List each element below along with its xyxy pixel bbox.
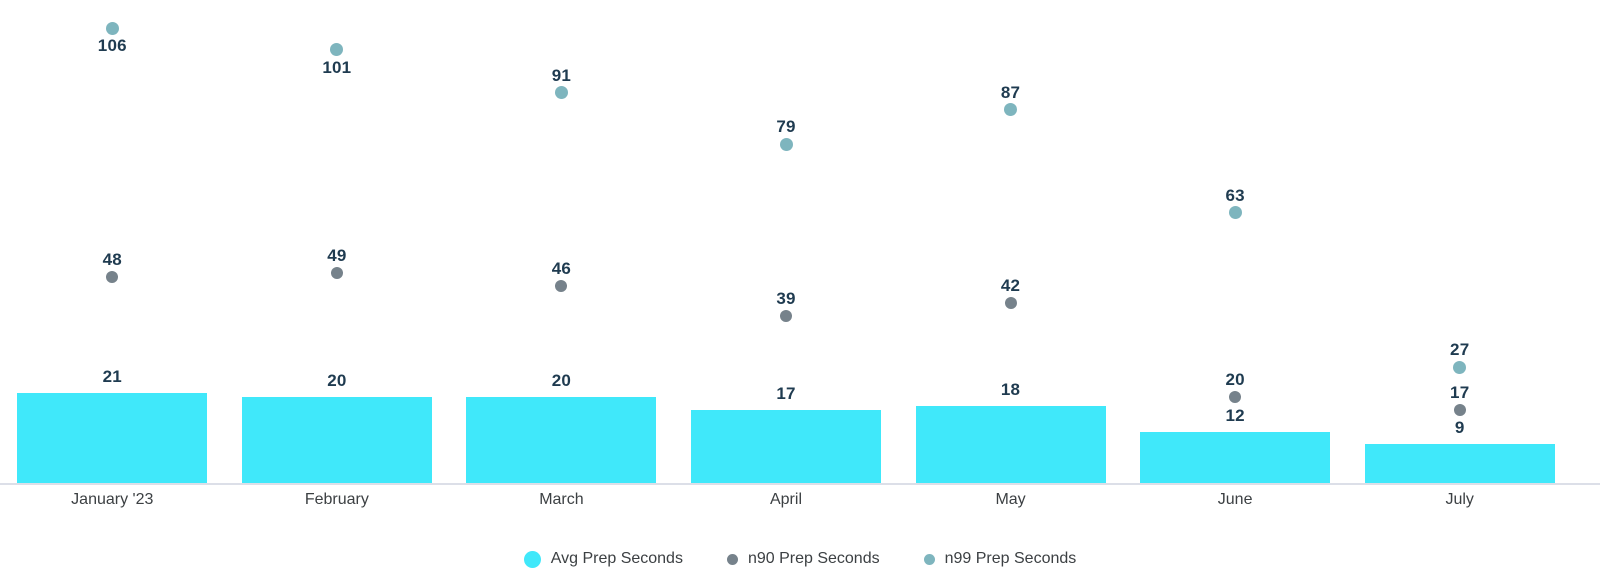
avg-prep-seconds-bar[interactable] bbox=[1140, 431, 1331, 483]
avg-prep-seconds-bar[interactable] bbox=[17, 392, 208, 483]
avg-prep-seconds-bar[interactable] bbox=[1364, 444, 1555, 483]
n90-prep-seconds-point[interactable] bbox=[1453, 404, 1466, 417]
avg-prep-seconds-bar[interactable] bbox=[241, 397, 432, 483]
x-axis-label: July bbox=[1445, 491, 1474, 508]
n90-value-label: 42 bbox=[1000, 275, 1021, 295]
n99-prep-seconds-point[interactable] bbox=[330, 43, 344, 57]
legend-label-avg-prep-seconds: Avg Prep Seconds bbox=[550, 550, 683, 567]
n90-value-label: 48 bbox=[102, 250, 122, 270]
legend-label-n99-prep-seconds: n99 Prep Seconds bbox=[944, 550, 1077, 567]
n99-prep-seconds-point[interactable] bbox=[779, 137, 793, 151]
n90-value-label: 20 bbox=[1225, 370, 1245, 390]
n99-value-label: 101 bbox=[322, 57, 352, 77]
n90-value-label: 39 bbox=[776, 288, 796, 308]
n90-value-label: 17 bbox=[1450, 383, 1470, 403]
bar-value-label: 9 bbox=[1454, 418, 1465, 438]
n99-value-label: 27 bbox=[1450, 340, 1470, 360]
n90-value-label: 46 bbox=[551, 258, 572, 278]
n99-prep-seconds-point[interactable] bbox=[1004, 103, 1018, 117]
x-axis-label: February bbox=[304, 491, 369, 508]
x-axis-label: May bbox=[995, 491, 1026, 508]
n90-prep-seconds-point[interactable] bbox=[330, 266, 343, 279]
n99-value-label: 63 bbox=[1225, 185, 1245, 205]
n99-prep-seconds-marker-icon bbox=[923, 553, 935, 565]
n99-prep-seconds-point[interactable] bbox=[554, 86, 568, 100]
legend-label-n90-prep-seconds: n90 Prep Seconds bbox=[747, 550, 880, 567]
avg-prep-seconds-marker-icon bbox=[523, 550, 541, 568]
n90-prep-seconds-point[interactable] bbox=[780, 309, 792, 322]
avg-prep-seconds-bar[interactable] bbox=[691, 410, 881, 483]
legend-item-avg-prep-seconds[interactable]: Avg Prep Seconds bbox=[523, 548, 683, 570]
n90-prep-seconds-point[interactable] bbox=[1004, 296, 1017, 309]
x-axis-label: January '23 bbox=[71, 491, 154, 508]
n90-prep-seconds-point[interactable] bbox=[106, 271, 119, 284]
bar-value-label: 12 bbox=[1225, 405, 1245, 425]
bar-value-label: 20 bbox=[551, 371, 572, 391]
n99-value-label: 91 bbox=[551, 65, 572, 85]
n99-prep-seconds-point[interactable] bbox=[105, 21, 119, 35]
n90-prep-seconds-point[interactable] bbox=[1229, 391, 1242, 404]
bar-value-label: 20 bbox=[327, 371, 347, 391]
avg-prep-seconds-bar[interactable] bbox=[915, 405, 1106, 483]
x-axis-label: April bbox=[769, 491, 802, 508]
n99-value-label: 79 bbox=[776, 117, 796, 137]
bar-value-label: 17 bbox=[776, 384, 796, 404]
bar-value-label: 21 bbox=[102, 366, 122, 386]
legend-item-n99-prep-seconds[interactable]: n99 Prep Seconds bbox=[923, 548, 1077, 570]
n99-value-label: 106 bbox=[97, 36, 127, 56]
legend-item-n90-prep-seconds[interactable]: n90 Prep Seconds bbox=[726, 548, 880, 570]
n90-value-label: 49 bbox=[327, 245, 347, 265]
bar-value-label: 18 bbox=[1000, 379, 1021, 399]
n90-prep-seconds-point[interactable] bbox=[555, 279, 568, 292]
n99-prep-seconds-point[interactable] bbox=[1228, 206, 1242, 220]
x-axis-label: March bbox=[539, 491, 584, 508]
n99-prep-seconds-point[interactable] bbox=[1453, 360, 1467, 374]
x-axis-label: June bbox=[1217, 491, 1253, 508]
chart-legend: Avg Prep Seconds n90 Prep Seconds n99 Pr… bbox=[0, 548, 1600, 570]
avg-prep-seconds-bar[interactable] bbox=[466, 397, 657, 483]
n90-prep-seconds-marker-icon bbox=[726, 553, 738, 565]
x-axis-line bbox=[0, 483, 1600, 485]
n99-value-label: 87 bbox=[1000, 82, 1021, 102]
